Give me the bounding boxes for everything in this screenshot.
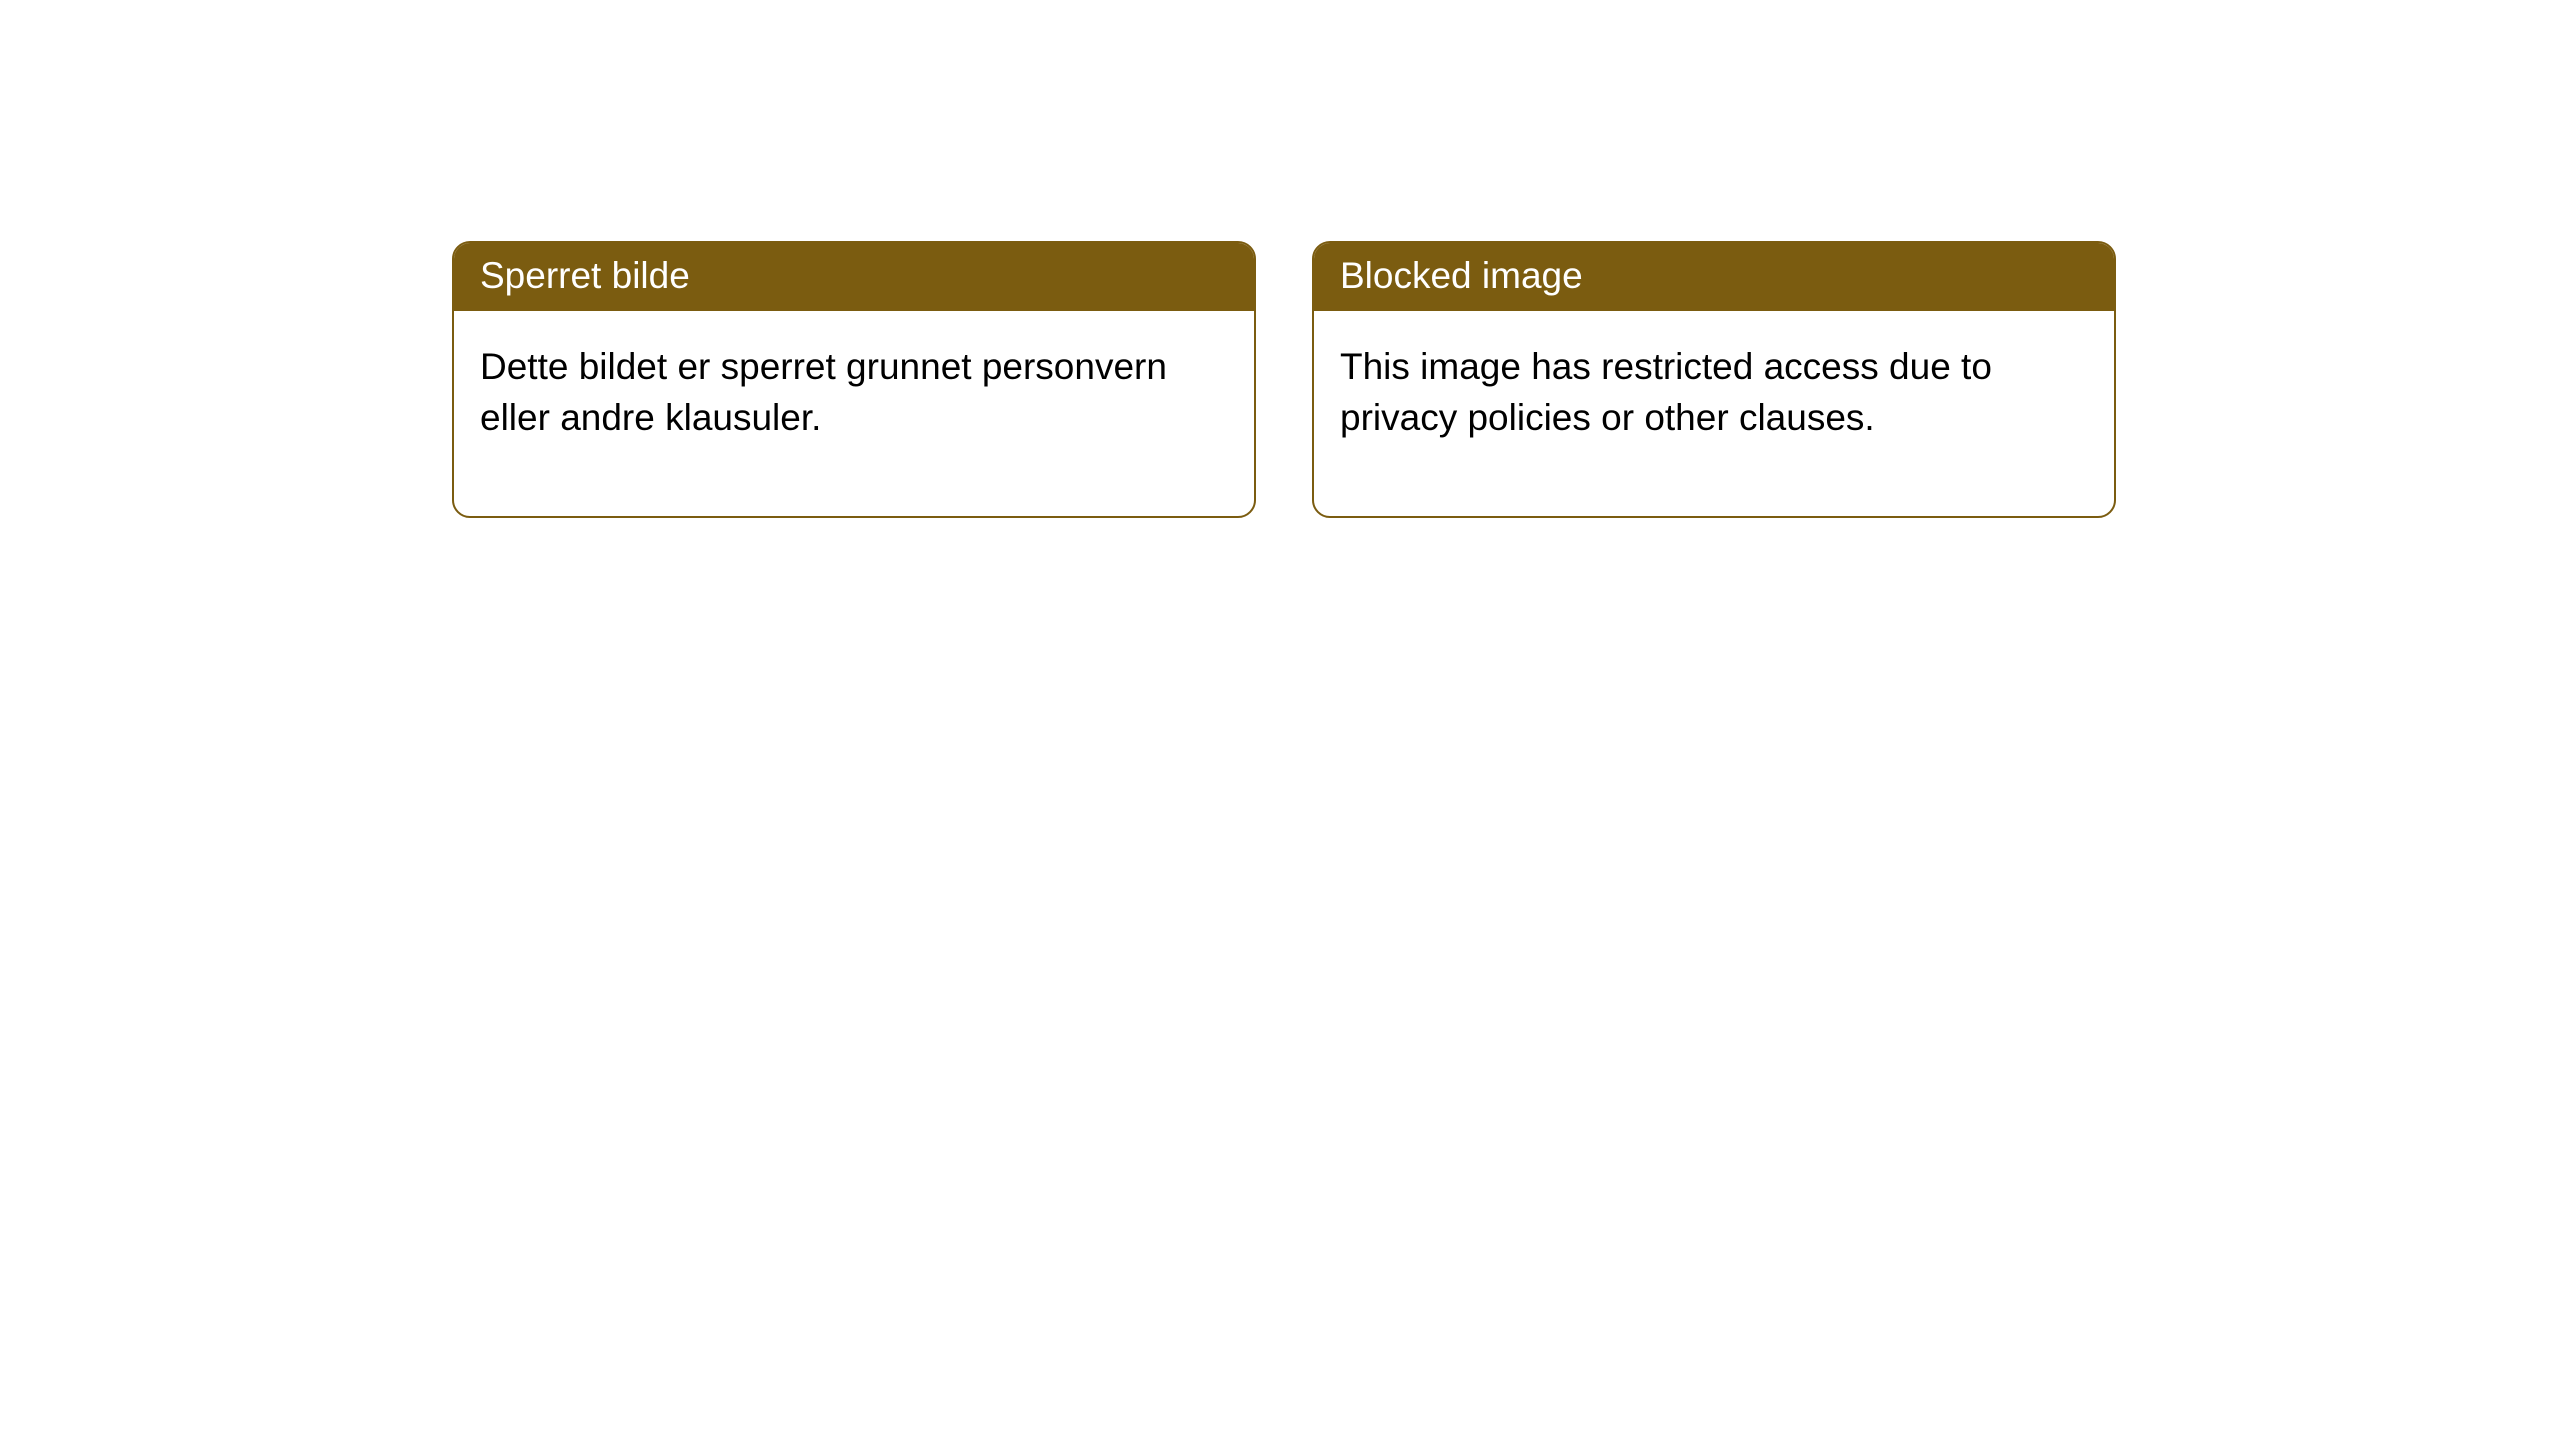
card-header: Sperret bilde — [454, 243, 1254, 311]
card-body: This image has restricted access due to … — [1314, 311, 2114, 516]
card-header: Blocked image — [1314, 243, 2114, 311]
blocked-image-card-en: Blocked image This image has restricted … — [1312, 241, 2116, 518]
card-row: Sperret bilde Dette bildet er sperret gr… — [0, 0, 2560, 518]
card-body: Dette bildet er sperret grunnet personve… — [454, 311, 1254, 516]
blocked-image-card-no: Sperret bilde Dette bildet er sperret gr… — [452, 241, 1256, 518]
